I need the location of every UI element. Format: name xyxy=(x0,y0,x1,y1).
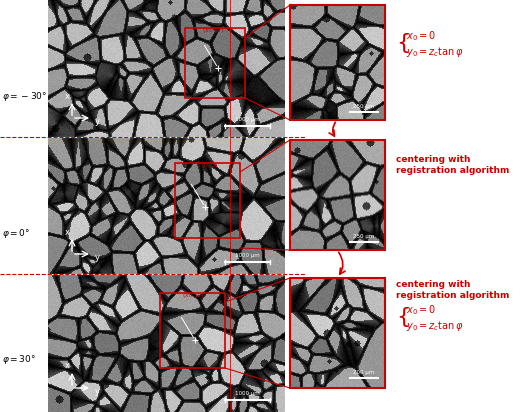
Text: $\{$: $\{$ xyxy=(396,305,409,329)
Text: $\varphi = -30°$: $\varphi = -30°$ xyxy=(2,89,47,103)
Text: x: x xyxy=(65,361,69,370)
Text: x: x xyxy=(65,227,69,236)
Text: $(x_0, y_c)$: $(x_0, y_c)$ xyxy=(202,26,224,35)
Bar xyxy=(290,278,385,388)
Bar xyxy=(185,28,245,98)
Text: 200 μm: 200 μm xyxy=(353,370,375,375)
Text: $x_0 = 0$: $x_0 = 0$ xyxy=(406,29,436,43)
Text: $\varphi = 30°$: $\varphi = 30°$ xyxy=(2,353,36,367)
Text: 250 μm: 250 μm xyxy=(353,234,375,239)
Bar xyxy=(160,293,225,368)
Text: 1000 μm: 1000 μm xyxy=(235,253,260,258)
Text: centering with
registration algorithm: centering with registration algorithm xyxy=(396,280,509,300)
Text: $(0, 0)$: $(0, 0)$ xyxy=(201,161,219,169)
Text: $x_0 = 0$: $x_0 = 0$ xyxy=(406,303,436,317)
Bar xyxy=(175,163,240,238)
Text: 250 μm: 250 μm xyxy=(353,104,375,109)
Text: centering with
registration algorithm: centering with registration algorithm xyxy=(396,155,509,175)
Text: y: y xyxy=(95,386,99,396)
Text: 1000 μm: 1000 μm xyxy=(235,117,260,122)
Text: $(x_0, y_c)$: $(x_0, y_c)$ xyxy=(182,290,204,300)
Text: y: y xyxy=(95,117,99,126)
Text: 1000 μm: 1000 μm xyxy=(235,391,260,396)
Text: $\{$: $\{$ xyxy=(396,31,409,55)
Text: $y_0 = z_c\tan\varphi$: $y_0 = z_c\tan\varphi$ xyxy=(406,319,464,333)
Bar xyxy=(290,5,385,120)
Text: $\varphi = 0°$: $\varphi = 0°$ xyxy=(2,227,31,239)
Text: $y_0 = z_c\tan\varphi$: $y_0 = z_c\tan\varphi$ xyxy=(406,45,464,59)
Text: x: x xyxy=(65,91,69,101)
Text: y: y xyxy=(95,253,99,262)
Bar xyxy=(290,140,385,250)
